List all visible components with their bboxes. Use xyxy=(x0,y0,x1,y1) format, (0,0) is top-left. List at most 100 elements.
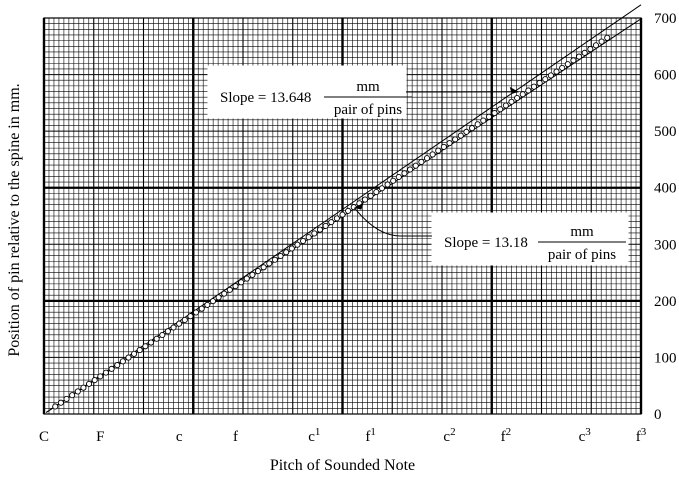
y-tick-label: 200 xyxy=(654,294,677,310)
data-point xyxy=(153,335,160,342)
data-point xyxy=(525,87,532,94)
data-point xyxy=(401,170,408,177)
data-point xyxy=(147,339,155,346)
y-tick-label: 100 xyxy=(654,350,677,366)
data-point xyxy=(333,215,340,222)
y-tick-label: 600 xyxy=(654,68,677,84)
annotation-leader xyxy=(353,207,432,237)
data-point xyxy=(587,46,594,53)
data-point xyxy=(463,128,470,135)
data-point xyxy=(502,102,509,109)
data-point xyxy=(570,57,577,64)
data-point xyxy=(491,109,498,117)
y-tick-label: 0 xyxy=(654,407,662,423)
x-tick-label: C xyxy=(39,429,49,445)
annotation-arrowhead xyxy=(354,202,364,210)
data-point xyxy=(598,38,605,45)
data-point xyxy=(209,298,217,305)
data-point xyxy=(412,162,419,169)
data-point xyxy=(108,365,115,372)
data-point xyxy=(423,155,431,162)
data-point xyxy=(446,140,453,147)
data-point xyxy=(553,68,560,75)
y-axis-ticks: 0 100 200 300 400 500 600 700 xyxy=(654,11,677,423)
data-point xyxy=(69,392,76,399)
data-point xyxy=(542,76,549,83)
data-point xyxy=(474,121,481,128)
data-point xyxy=(266,260,273,267)
data-point xyxy=(221,290,228,297)
data-point xyxy=(316,226,324,233)
data-points xyxy=(52,34,611,410)
data-point xyxy=(328,219,335,226)
data-point xyxy=(367,192,374,199)
data-point xyxy=(277,252,284,260)
slope-annotation: Slope = 13.18 mm pair of pins xyxy=(353,202,629,266)
data-point xyxy=(80,384,87,391)
data-point xyxy=(193,309,200,316)
data-point xyxy=(131,350,138,357)
data-point xyxy=(418,158,425,165)
data-point xyxy=(187,313,194,320)
data-point xyxy=(452,136,459,143)
data-point xyxy=(485,113,492,120)
data-point xyxy=(249,271,256,278)
x-tick-label: f3 xyxy=(636,426,647,445)
data-point xyxy=(373,188,380,196)
data-point xyxy=(311,230,318,237)
x-axis-label: Pitch of Sounded Note xyxy=(270,457,415,474)
data-point xyxy=(384,181,391,188)
data-point xyxy=(564,61,571,68)
x-tick-label: F xyxy=(96,429,104,445)
annotation-label: Slope = 13.648 xyxy=(220,90,311,106)
data-point xyxy=(198,305,205,312)
x-tick-label: c xyxy=(176,429,183,445)
data-point xyxy=(536,79,543,86)
data-point xyxy=(514,94,521,102)
y-axis-label: Position of pin relative to the spine in… xyxy=(6,83,23,356)
data-point xyxy=(204,301,211,308)
data-point xyxy=(378,185,385,192)
data-point xyxy=(63,395,70,403)
data-point xyxy=(575,53,583,60)
data-point xyxy=(254,267,262,275)
data-point xyxy=(322,222,329,229)
data-point xyxy=(52,403,59,410)
data-point xyxy=(102,369,110,376)
y-tick-label: 400 xyxy=(654,181,677,197)
data-point xyxy=(395,173,402,181)
data-point xyxy=(176,320,183,327)
data-point xyxy=(136,346,143,354)
annotation-denominator: pair of pins xyxy=(548,247,616,263)
y-tick-label: 500 xyxy=(654,124,677,140)
data-point xyxy=(232,283,239,290)
annotation-arrowhead xyxy=(509,86,519,94)
annotation-label: Slope = 13.18 xyxy=(444,235,528,251)
x-tick-label: f2 xyxy=(501,426,512,445)
data-point xyxy=(457,132,464,139)
data-point xyxy=(288,245,295,252)
data-point xyxy=(181,316,188,324)
data-point xyxy=(170,324,177,331)
data-point xyxy=(238,279,245,286)
data-point xyxy=(581,49,588,56)
data-point xyxy=(390,177,397,184)
annotation-box xyxy=(207,65,407,119)
data-point xyxy=(547,72,554,79)
data-point xyxy=(519,91,526,98)
annotation-denominator: pair of pins xyxy=(334,102,402,118)
data-point xyxy=(86,380,93,387)
annotation-numerator: mm xyxy=(570,224,594,240)
data-point xyxy=(91,377,98,384)
x-tick-label: c1 xyxy=(308,426,320,445)
data-point xyxy=(407,166,414,173)
x-tick-label: f xyxy=(233,429,238,445)
data-point xyxy=(215,294,222,301)
data-point xyxy=(97,373,104,380)
data-point xyxy=(159,331,166,339)
data-point xyxy=(339,211,346,218)
data-point xyxy=(243,275,250,282)
